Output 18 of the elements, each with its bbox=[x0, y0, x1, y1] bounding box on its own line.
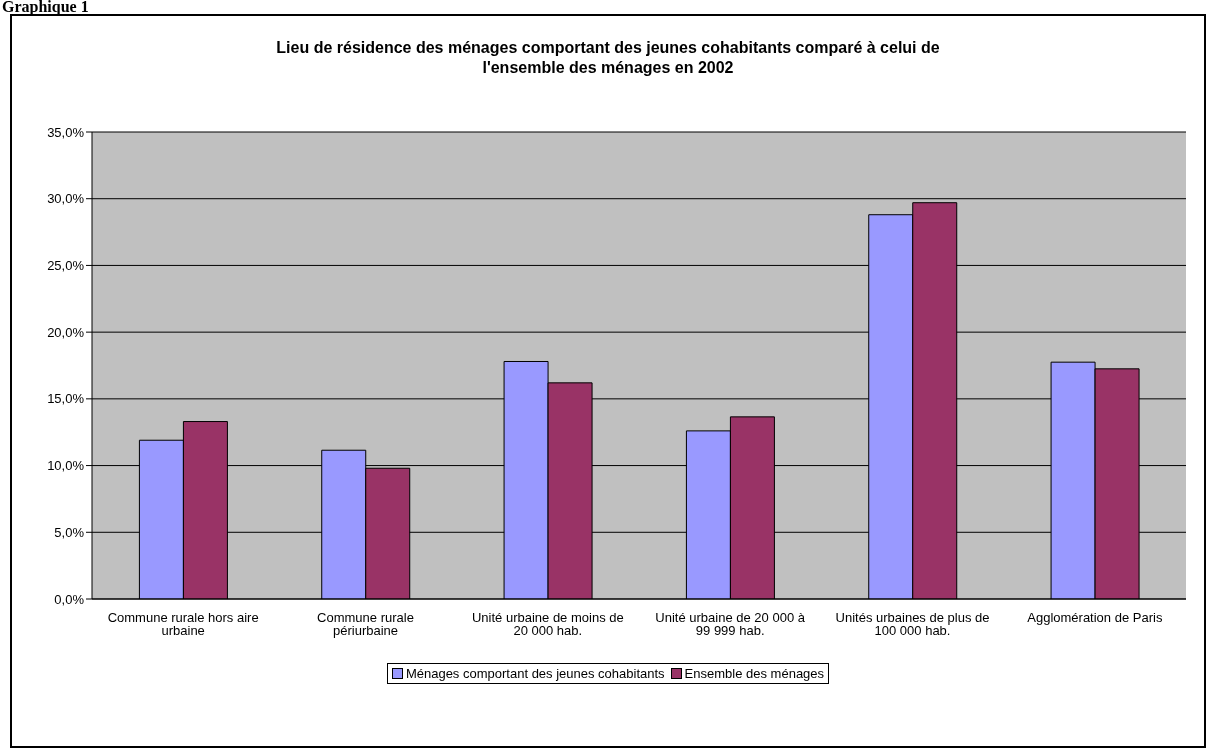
x-tick-label: Commune rurale périurbaine bbox=[317, 610, 414, 639]
y-tick-label: 35,0% bbox=[47, 124, 85, 140]
y-tick-label: 25,0% bbox=[47, 258, 85, 274]
y-tick-label: 15,0% bbox=[47, 391, 85, 407]
y-tick-label: 30,0% bbox=[47, 191, 85, 207]
y-tick-label: 20,0% bbox=[47, 324, 85, 340]
x-tick-label: Unité urbaine de 20 000 à 99 999 hab. bbox=[655, 610, 806, 639]
text: Graphique 1 bbox=[1, 0, 90, 15]
y-tick-label: 0,0% bbox=[54, 591, 85, 607]
x-tick-label: Commune rurale hors aire urbaine bbox=[107, 610, 259, 639]
x-tick-label: Agglomération de Paris bbox=[1027, 610, 1163, 626]
y-tick-label: 5,0% bbox=[54, 524, 85, 540]
x-tick-label: Unités urbaines de plus de 100 000 hab. bbox=[835, 610, 990, 639]
chart-title: Lieu de résidence des ménages comportant des jeunes cohabitants comparé à celui de l'ensemble des ménages en 2002 bbox=[275, 38, 941, 78]
x-tick-label: Unité urbaine de moins de 20 000 hab. bbox=[471, 610, 624, 639]
legend-label: Ménages comportant des jeunes cohabitants bbox=[404, 666, 665, 681]
legend-label: Ensemble des ménages bbox=[683, 666, 825, 681]
y-tick-label: 10,0% bbox=[47, 458, 85, 474]
